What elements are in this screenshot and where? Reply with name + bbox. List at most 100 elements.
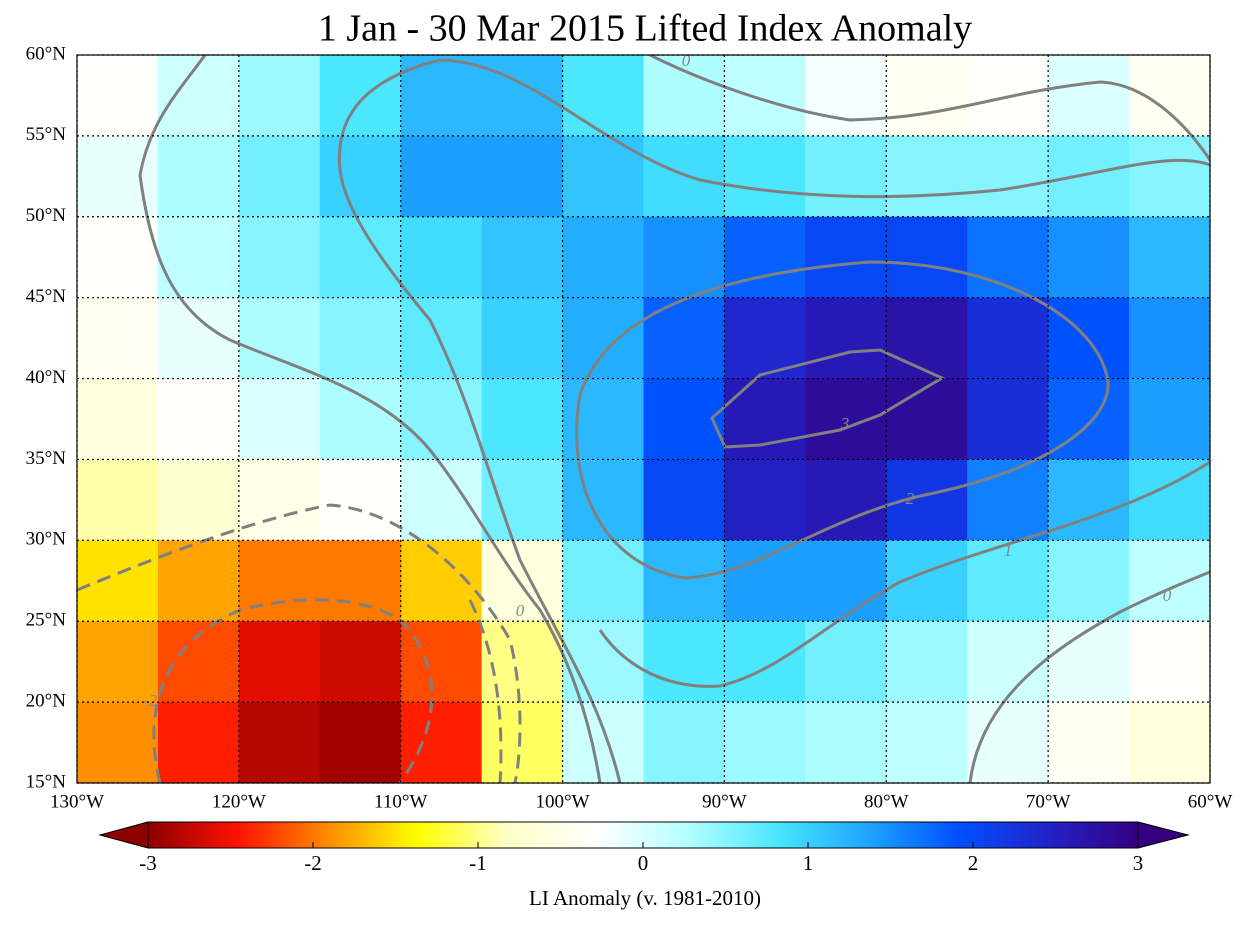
map-cell: [77, 55, 159, 137]
map-cell: [481, 540, 564, 622]
map-cell: [481, 459, 564, 541]
colorbar-tick-label: 3: [1133, 851, 1144, 875]
map-cell: [481, 702, 564, 783]
colorbar-extend-high: [1137, 821, 1190, 849]
y-tick-label: 15°N: [26, 771, 67, 792]
map-cell: [157, 459, 240, 541]
map-cell: [1129, 378, 1210, 460]
map-cell: [400, 216, 483, 299]
colorbar-extend-low: [98, 821, 149, 849]
map-cell: [238, 135, 321, 218]
map-cell: [481, 55, 564, 137]
map-cell: [643, 297, 725, 380]
map-cell: [886, 216, 968, 299]
map-cell: [805, 702, 887, 783]
contour-label: -2: [143, 691, 158, 710]
map-cell: [238, 459, 321, 541]
x-tick-label: 60°W: [1188, 791, 1233, 812]
map-cell: [724, 216, 806, 299]
map-cell: [400, 378, 483, 460]
contour-line: [598, 460, 1210, 688]
map-cell: [319, 216, 402, 299]
map-cell: [967, 378, 1049, 460]
contour-label: 1: [1004, 541, 1013, 560]
contour-line: [968, 570, 1210, 783]
contour-line: [649, 55, 1210, 161]
map-cell: [481, 216, 564, 299]
map-cell: [319, 135, 402, 218]
map-cell: [643, 540, 725, 622]
map-cell: [1129, 135, 1210, 218]
contour-line: [337, 58, 1210, 783]
contour-line: [77, 503, 522, 783]
map-cell: [77, 702, 159, 783]
map-cell: [238, 378, 321, 460]
map-cell: [238, 621, 321, 703]
colorbar-tick-label: -2: [304, 851, 322, 875]
map-cell: [481, 135, 564, 218]
map-cell: [400, 540, 483, 622]
y-tick-label: 40°N: [26, 367, 67, 388]
map-cell: [1129, 621, 1210, 703]
x-tick-label: 120°W: [212, 791, 266, 812]
map-cell: [562, 702, 644, 783]
map-cell: [319, 540, 402, 622]
map-cell: [481, 297, 564, 380]
map-cell: [886, 621, 968, 703]
map-cell: [77, 216, 159, 299]
map-cell: [886, 297, 968, 380]
map-cell: [481, 621, 564, 703]
map-cell: [1048, 621, 1130, 703]
map-cell: [238, 702, 321, 783]
map-cell: [643, 135, 725, 218]
map-cell: [319, 378, 402, 460]
contour-label: 2: [906, 489, 915, 508]
map-cell: [400, 459, 483, 541]
map-cell: [157, 216, 240, 299]
map-cell: [643, 55, 725, 137]
x-tick-label: 110°W: [374, 791, 427, 812]
map-cell: [967, 621, 1049, 703]
map-cell: [967, 216, 1049, 299]
map-cell: [562, 297, 644, 380]
map-cell: [1048, 540, 1130, 622]
map-cell: [724, 459, 806, 541]
colorbar-tick-label: -1: [469, 851, 487, 875]
y-tick-label: 60°N: [26, 43, 67, 64]
map-cell: [400, 621, 483, 703]
map-cell: [1048, 702, 1130, 783]
map-cell: [886, 459, 968, 541]
map-cell: [238, 216, 321, 299]
map-cell: [238, 55, 321, 137]
map-cell: [238, 540, 321, 622]
map-cell: [400, 702, 483, 783]
contour-label: 0: [1163, 586, 1172, 605]
colorbar-tick-label: 2: [968, 851, 979, 875]
map-cell: [1048, 216, 1130, 299]
map-cell: [805, 135, 887, 218]
colorbar-tick-label: 1: [803, 851, 814, 875]
map-cell: [1129, 297, 1210, 380]
map-cell: [886, 55, 968, 137]
x-tick-label: 90°W: [702, 791, 747, 812]
map-cell: [319, 297, 402, 380]
map-cell: [562, 216, 644, 299]
map-cell: [157, 378, 240, 460]
map-cell: [1048, 135, 1130, 218]
contour-line: [468, 599, 503, 783]
map-cells: [77, 55, 1210, 783]
map-cell: [400, 135, 483, 218]
map-cell: [805, 540, 887, 622]
map-cell: [1129, 540, 1210, 622]
contour-label: 0: [516, 601, 525, 620]
map-cell: [157, 55, 240, 137]
map-cell: [886, 702, 968, 783]
map-cell: [1129, 702, 1210, 783]
map-cell: [319, 621, 402, 703]
y-tick-label: 55°N: [26, 124, 67, 145]
map-cell: [562, 540, 644, 622]
contours: 0 0 0 1 2 3 -2: [77, 55, 1210, 783]
contour-line: [152, 598, 434, 783]
map-cell: [967, 297, 1049, 380]
